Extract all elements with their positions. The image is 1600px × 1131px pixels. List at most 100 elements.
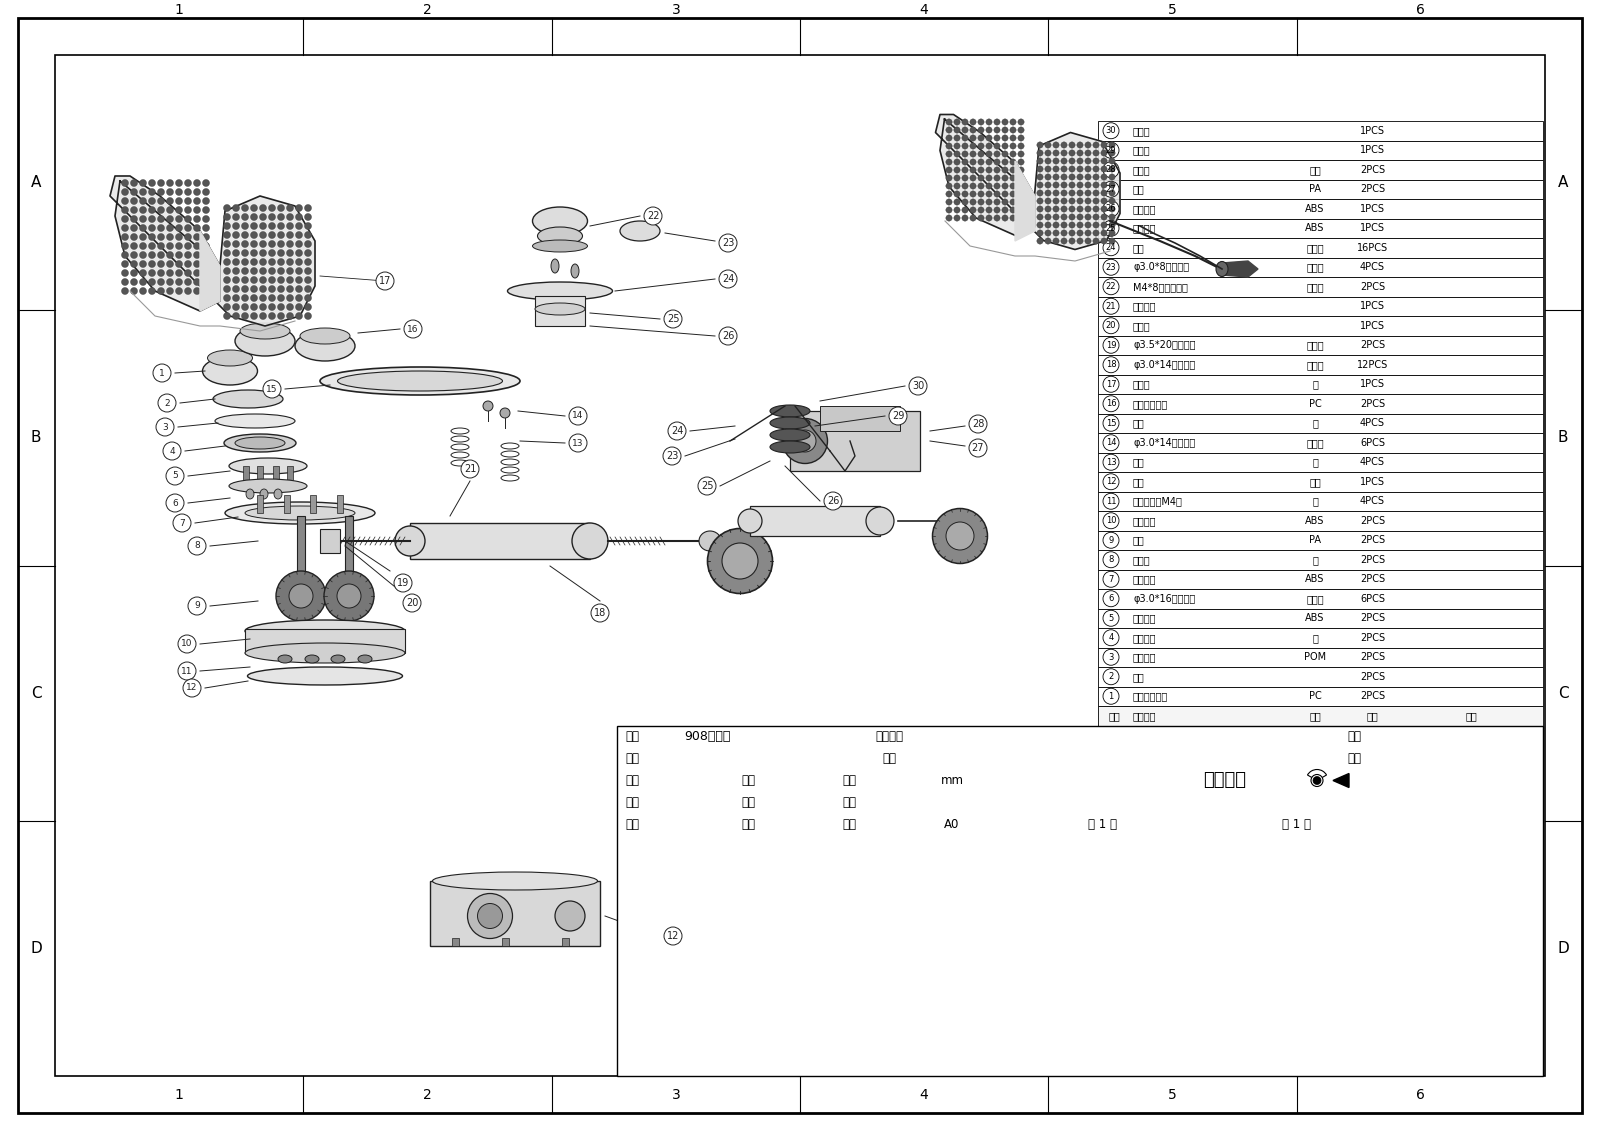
Circle shape: [277, 285, 285, 293]
Circle shape: [1010, 158, 1016, 165]
Ellipse shape: [246, 489, 254, 499]
Circle shape: [251, 303, 258, 311]
Circle shape: [149, 233, 155, 241]
Circle shape: [954, 199, 960, 205]
Bar: [1098, 667, 1542, 687]
Text: 2: 2: [422, 3, 432, 17]
Circle shape: [176, 224, 182, 232]
Circle shape: [994, 135, 1000, 141]
Circle shape: [166, 216, 173, 223]
Circle shape: [242, 250, 248, 257]
Text: 镖白锥: 镖白锥: [1306, 340, 1323, 351]
Circle shape: [157, 180, 165, 187]
Circle shape: [1102, 221, 1118, 236]
Circle shape: [970, 415, 987, 433]
Bar: [1098, 336, 1542, 355]
Circle shape: [1085, 198, 1091, 205]
Circle shape: [242, 223, 248, 230]
Circle shape: [718, 327, 738, 345]
Text: 22: 22: [646, 211, 659, 221]
Circle shape: [158, 394, 176, 412]
Circle shape: [224, 232, 230, 239]
Circle shape: [203, 260, 210, 268]
Circle shape: [242, 268, 248, 275]
Circle shape: [1010, 150, 1016, 157]
Circle shape: [1093, 158, 1099, 164]
Circle shape: [978, 175, 984, 181]
Circle shape: [1077, 206, 1083, 213]
Circle shape: [978, 167, 984, 173]
Circle shape: [970, 143, 976, 149]
Text: 单位: 单位: [842, 774, 856, 787]
Circle shape: [954, 215, 960, 222]
Circle shape: [157, 287, 165, 294]
Text: 4PCS: 4PCS: [1360, 418, 1386, 429]
Circle shape: [1037, 222, 1043, 228]
Text: 审核: 审核: [626, 796, 638, 809]
Circle shape: [1077, 158, 1083, 164]
Text: ABS: ABS: [1306, 613, 1325, 623]
Bar: [346, 516, 354, 581]
Circle shape: [251, 294, 258, 302]
Text: 固定扣: 固定扣: [1133, 321, 1150, 330]
Circle shape: [946, 135, 952, 141]
Circle shape: [1102, 611, 1118, 627]
Circle shape: [962, 199, 968, 205]
Text: 15: 15: [266, 385, 278, 394]
Circle shape: [203, 251, 210, 259]
Circle shape: [178, 662, 195, 680]
Ellipse shape: [770, 405, 810, 417]
Ellipse shape: [301, 328, 350, 344]
Ellipse shape: [866, 507, 894, 535]
Text: 镖白锥: 镖白锥: [1306, 594, 1323, 604]
Bar: [1098, 472, 1542, 492]
Circle shape: [304, 259, 312, 266]
Text: 26: 26: [827, 497, 838, 506]
Circle shape: [277, 205, 285, 211]
Circle shape: [277, 214, 285, 221]
Text: 25: 25: [701, 481, 714, 491]
Circle shape: [1061, 158, 1067, 164]
Circle shape: [203, 207, 210, 214]
Circle shape: [149, 278, 155, 285]
Circle shape: [286, 232, 293, 239]
Text: 21: 21: [464, 464, 477, 474]
Circle shape: [149, 251, 155, 259]
Circle shape: [1093, 182, 1099, 188]
Circle shape: [269, 268, 275, 275]
Circle shape: [1077, 182, 1083, 188]
Circle shape: [304, 250, 312, 257]
Circle shape: [176, 269, 182, 276]
Ellipse shape: [483, 402, 493, 411]
Circle shape: [1109, 158, 1115, 164]
Circle shape: [970, 439, 987, 457]
Circle shape: [194, 260, 200, 268]
Text: POM: POM: [1304, 653, 1326, 663]
Circle shape: [1037, 174, 1043, 180]
Text: 2PCS: 2PCS: [1360, 613, 1386, 623]
Circle shape: [251, 259, 258, 266]
Text: 2PCS: 2PCS: [1360, 575, 1386, 585]
Text: 2PCS: 2PCS: [1360, 184, 1386, 195]
Text: 镖白锥: 镖白锥: [1306, 438, 1323, 448]
Circle shape: [269, 303, 275, 311]
Circle shape: [978, 150, 984, 157]
Text: PC: PC: [1309, 399, 1322, 408]
Circle shape: [986, 199, 992, 205]
Text: 灯板: 灯板: [1133, 672, 1144, 682]
Circle shape: [259, 303, 267, 311]
Circle shape: [131, 233, 138, 241]
Circle shape: [1037, 214, 1043, 221]
Circle shape: [890, 407, 907, 425]
Circle shape: [242, 312, 248, 319]
Circle shape: [994, 207, 1000, 213]
Circle shape: [1101, 182, 1107, 188]
Circle shape: [122, 287, 128, 294]
Circle shape: [970, 158, 976, 165]
Circle shape: [1002, 127, 1008, 133]
Circle shape: [251, 250, 258, 257]
Circle shape: [194, 224, 200, 232]
Circle shape: [962, 167, 968, 173]
Circle shape: [277, 223, 285, 230]
Text: φ3.0*14自攻螺钉: φ3.0*14自攻螺钉: [1133, 438, 1195, 448]
